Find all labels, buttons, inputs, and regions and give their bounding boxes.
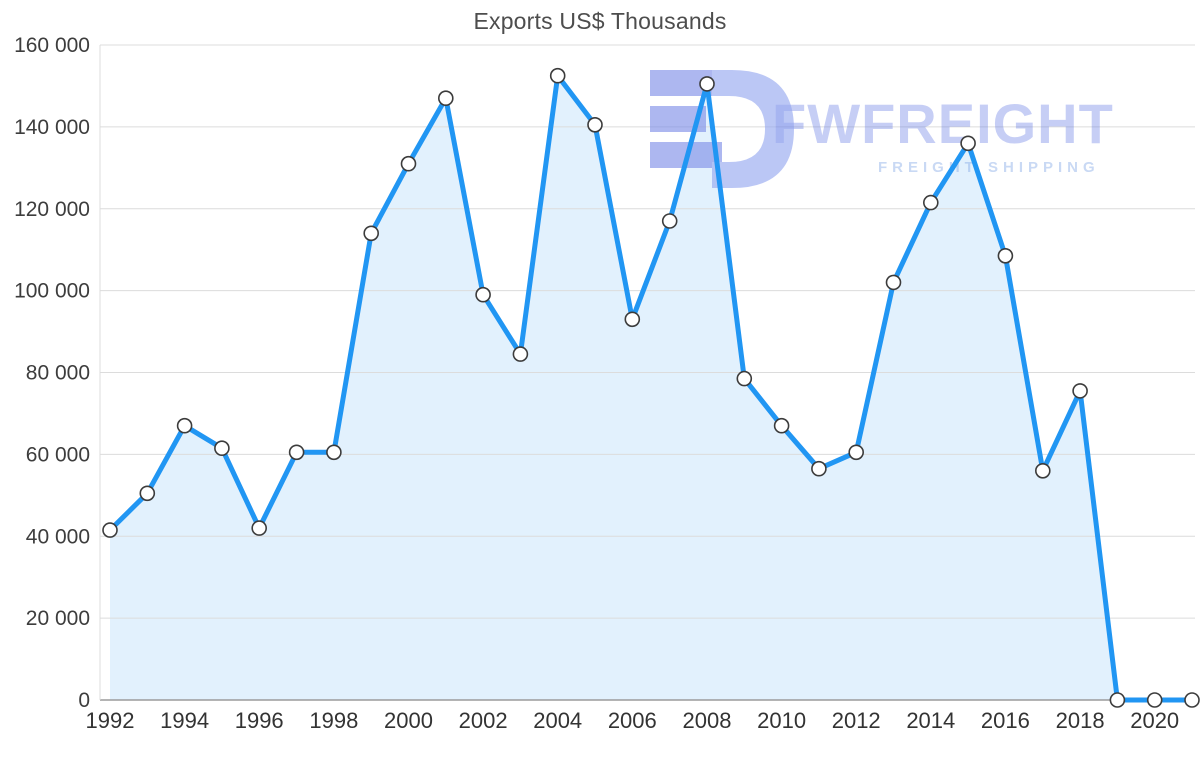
x-tick-label: 2012 xyxy=(832,708,881,733)
y-tick-label: 60 000 xyxy=(26,443,90,466)
y-tick-label: 20 000 xyxy=(26,607,90,630)
data-point-marker[interactable] xyxy=(102,522,118,538)
x-tick-label: 1996 xyxy=(235,708,284,733)
data-point-marker[interactable] xyxy=(773,417,790,434)
y-tick-label: 0 xyxy=(78,689,90,712)
area-fill-layer xyxy=(110,75,1192,700)
data-point-marker[interactable] xyxy=(1146,692,1163,708)
data-point-marker[interactable] xyxy=(661,213,678,229)
data-point-marker[interactable] xyxy=(1035,462,1051,479)
x-tick-label: 2020 xyxy=(1130,708,1179,733)
data-point-marker[interactable] xyxy=(736,370,753,387)
data-point-marker[interactable] xyxy=(699,76,715,92)
data-point-marker[interactable] xyxy=(1184,692,1200,708)
data-point-marker[interactable] xyxy=(512,346,529,362)
data-point-marker[interactable] xyxy=(288,444,305,461)
data-point-marker[interactable] xyxy=(1072,383,1088,399)
data-point-marker[interactable] xyxy=(326,444,342,461)
x-tick-label: 2008 xyxy=(683,708,732,733)
x-tick-label: 2000 xyxy=(384,708,433,733)
data-point-marker[interactable] xyxy=(587,117,603,133)
area-fill xyxy=(110,75,1192,700)
data-line xyxy=(107,73,1195,703)
data-point-marker[interactable] xyxy=(400,155,417,172)
y-tick-label: 100 000 xyxy=(14,280,90,303)
watermark-tagline-text: FREIGHT SHIPPING xyxy=(878,159,1100,176)
data-point-marker[interactable] xyxy=(997,248,1014,264)
x-tick-label: 2006 xyxy=(608,708,657,733)
watermark: FWFREIGHT FREIGHT SHIPPING xyxy=(650,70,1114,188)
x-tick-label: 2010 xyxy=(757,708,806,733)
x-tick-label: 1998 xyxy=(309,708,358,733)
x-tick-label: 1992 xyxy=(86,708,135,733)
x-tick-label: 2018 xyxy=(1056,708,1105,733)
chart-title: Exports US$ Thousands xyxy=(473,8,727,34)
data-point-marker[interactable] xyxy=(885,274,902,291)
data-point-marker[interactable] xyxy=(1109,692,1126,708)
data-point-marker[interactable] xyxy=(811,460,827,477)
gridline-layer xyxy=(99,44,1195,701)
data-point-marker[interactable] xyxy=(363,225,380,242)
data-point-marker[interactable] xyxy=(437,90,454,106)
data-point-marker[interactable] xyxy=(139,485,156,502)
x-tick-label: 2014 xyxy=(906,708,955,733)
y-tick-label: 40 000 xyxy=(26,525,90,548)
data-point-marker[interactable] xyxy=(251,520,268,536)
x-tick-label: 2002 xyxy=(459,708,508,733)
y-tick-label: 160 000 xyxy=(14,34,90,57)
data-point-marker[interactable] xyxy=(922,194,939,211)
x-tick-label: 2004 xyxy=(533,708,582,733)
data-point-marker[interactable] xyxy=(214,440,230,457)
y-tick-label: 120 000 xyxy=(14,198,90,221)
data-point-marker[interactable] xyxy=(549,67,566,84)
data-point-marker[interactable] xyxy=(960,135,976,152)
data-point-marker[interactable] xyxy=(176,417,193,434)
y-tick-label: 140 000 xyxy=(14,116,90,139)
data-line-layer xyxy=(107,73,1195,703)
y-tick-label: 80 000 xyxy=(26,362,90,385)
x-tick-label: 2016 xyxy=(981,708,1030,733)
watermark-brand-text: FWFREIGHT xyxy=(772,92,1114,155)
x-tick-label: 1994 xyxy=(160,708,209,733)
data-point-marker[interactable] xyxy=(848,444,865,461)
axis-label-layer: 0 20 000 40 000 60 000 80 000 100 000 120 000 1… xyxy=(14,34,1179,733)
data-point-marker[interactable] xyxy=(624,311,641,328)
data-point-marker[interactable] xyxy=(475,286,491,303)
data-marker-layer xyxy=(102,67,1200,708)
